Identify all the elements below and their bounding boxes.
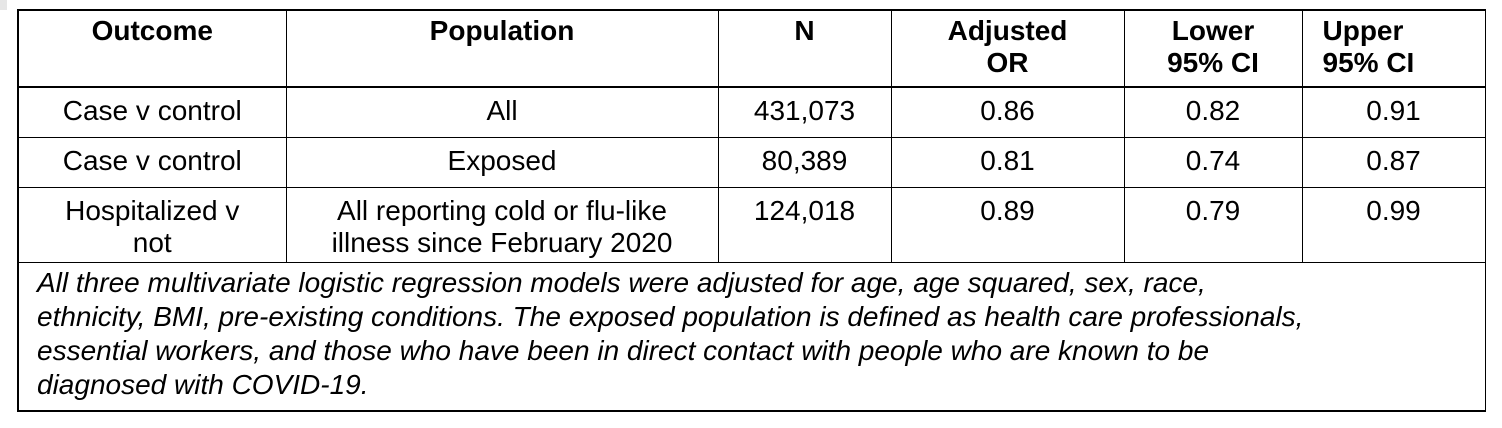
cell-line: Hospitalized v [65,194,240,226]
header-n: N [717,9,892,88]
cell-population: All [285,86,719,138]
header-line: 95% CI [1167,47,1259,78]
header-line: Upper [1322,15,1404,46]
table-row: Hospitalized v not All reporting cold or… [17,186,1486,263]
corner-artifact [0,0,7,10]
header-lower-ci: Lower 95% CI [1123,9,1303,88]
cell-upper-ci: 0.91 [1301,86,1486,138]
header-population: Population [285,9,719,88]
cell-outcome: Case v control [17,86,287,138]
header-line: 95% CI [1322,47,1415,78]
footnote-line: All three multivariate logistic regressi… [37,266,1206,298]
results-table: Outcome Population N Adjusted OR Lower 9… [17,9,1486,412]
table-header-row: Outcome Population N Adjusted OR Lower 9… [17,9,1486,88]
table-row: Case v control All 431,073 0.86 0.82 0.9… [17,86,1486,138]
header-line: OR [986,47,1029,78]
cell-line: illness since February 2020 [331,226,673,258]
cell-adjusted-or: 0.89 [890,186,1125,263]
header-line: Adjusted [947,15,1068,46]
cell-line: not [132,226,172,258]
header-upper-ci: Upper 95% CI [1301,9,1486,88]
cell-outcome: Case v control [17,136,287,188]
footnote-line: diagnosed with COVID-19. [37,368,369,400]
cell-n: 80,389 [717,136,892,188]
cell-line: All reporting cold or flu-like [337,194,667,226]
cell-upper-ci: 0.87 [1301,136,1486,188]
header-line: Lower [1171,15,1255,46]
header-line: Population [429,15,575,46]
cell-population: All reporting cold or flu-like illness s… [285,186,719,263]
cell-line: Case v control [62,95,242,126]
footnote-line: ethnicity, BMI, pre-existing conditions.… [37,300,1304,332]
cell-lower-ci: 0.82 [1123,86,1303,138]
cell-n: 124,018 [717,186,892,263]
header-outcome: Outcome [17,9,287,88]
cell-population: Exposed [285,136,719,188]
cell-adjusted-or: 0.86 [890,86,1125,138]
cell-n: 431,073 [717,86,892,138]
table-footnote: All three multivariate logistic regressi… [17,261,1486,412]
footnote-line: essential workers, and those who have be… [37,334,1210,366]
cell-upper-ci: 0.99 [1301,186,1486,263]
cell-line: Exposed [447,144,557,176]
cell-adjusted-or: 0.81 [890,136,1125,188]
cell-line: All [486,95,518,126]
header-adjusted-or: Adjusted OR [890,9,1125,88]
header-line: N [794,15,815,46]
table-note-row: All three multivariate logistic regressi… [17,261,1486,412]
table-row: Case v control Exposed 80,389 0.81 0.74 … [17,136,1486,188]
cell-line: Case v control [62,144,242,176]
cell-outcome: Hospitalized v not [17,186,287,263]
cell-lower-ci: 0.74 [1123,136,1303,188]
header-line: Outcome [91,15,213,46]
cell-lower-ci: 0.79 [1123,186,1303,263]
